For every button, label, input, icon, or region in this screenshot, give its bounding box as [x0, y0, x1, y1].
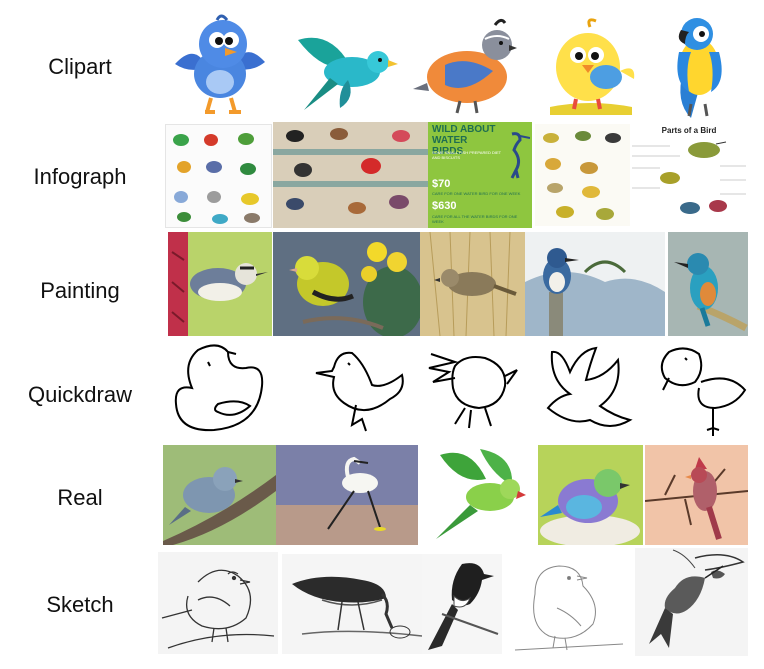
infograph-parts-of-a-bird: Parts of a Bird: [630, 124, 748, 226]
real-lilac-breasted-roller: [538, 445, 643, 545]
row-label-painting: Painting: [40, 278, 120, 303]
quickdraw-bird-4: [540, 340, 635, 440]
sketch-hummingbird: [635, 548, 748, 656]
row-painting: Painting: [0, 232, 764, 340]
painting-kingfisher: [668, 232, 748, 336]
sketch-oystercatcher: [282, 554, 422, 654]
quickdraw-bird-3: [425, 344, 520, 436]
real-egret: [276, 445, 418, 545]
price-2: $630: [432, 200, 457, 212]
row-sketch: Sketch: [0, 548, 764, 658]
real-parakeet-flying: [430, 445, 535, 545]
row-label-real: Real: [57, 485, 103, 510]
infograph-finch-guide: [535, 124, 630, 226]
quickdraw-bird-2: [312, 345, 407, 435]
clipart-macaw: [655, 12, 745, 120]
painting-goldfinch-flowers: [273, 232, 420, 336]
clipart-yellow-chick: [540, 15, 640, 119]
infograph-bird-species-chart: [165, 124, 272, 228]
real-cardinal: [645, 445, 748, 545]
row-label-quickdraw: Quickdraw: [28, 382, 132, 407]
quickdraw-bird-1: [168, 340, 268, 440]
sketch-pencil-robin: [505, 554, 625, 654]
price-1-note: CARE FOR ONE WATER BIRD FOR ONE WEEK: [432, 191, 521, 196]
painting-kingfisher-watercolor: [525, 232, 665, 336]
row-real: Real: [0, 445, 764, 547]
price-1: $70: [432, 178, 451, 190]
price-2-note: CARE FOR ALL THE WATER BIRDS FOR ONE WEE…: [432, 214, 518, 224]
row-clipart: Clipart: [0, 10, 764, 122]
parts-title: Parts of a Bird: [661, 126, 717, 135]
row-label-infograph: Infograph: [33, 164, 127, 189]
poster-title: WILD ABOUT WATER BIRDS: [432, 124, 496, 157]
row-infograph: Infograph: [0, 122, 764, 230]
infograph-water-birds-poster: WILD ABOUT WATER BIRDS SOME SMALL FISH P…: [428, 122, 532, 228]
clipart-quail: [405, 15, 530, 118]
real-blue-gray-tanager: [163, 445, 276, 545]
sketch-robin-on-branch: [158, 552, 278, 654]
row-label-sketch: Sketch: [46, 592, 114, 617]
clipart-teal-flying-bird: [290, 20, 400, 115]
row-quickdraw: Quickdraw: [0, 340, 764, 445]
quickdraw-bird-5: [655, 342, 750, 440]
heron-icon: [510, 132, 530, 179]
painting-nuthatch: [168, 232, 272, 336]
painting-sparrow-on-reeds: [420, 232, 525, 336]
infograph-feeder-guide: [273, 122, 428, 228]
row-label-clipart: Clipart: [48, 54, 112, 79]
sketch-magpie: [422, 554, 502, 654]
poster-subtitle: SOME SMALL FISH PREPARED DIET AND BISCUI…: [432, 150, 502, 160]
clipart-blue-cartoon-bird: [165, 12, 275, 120]
